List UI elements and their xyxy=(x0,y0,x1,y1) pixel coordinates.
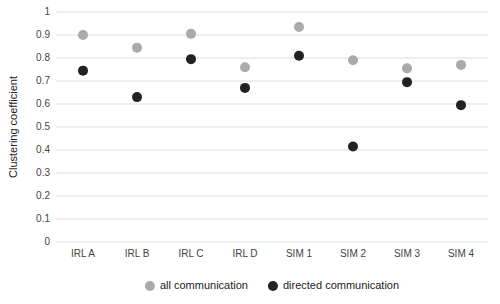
x-tick-label: IRL C xyxy=(178,248,203,259)
chart: 0 0.1 0.2 0.3 0.4 0.5 0.6 0.7 0.8 0.9 1 Clustering … xyxy=(0,0,500,304)
x-tick-label: IRL A xyxy=(71,248,95,259)
point xyxy=(132,92,142,102)
y-tick-label: 1 xyxy=(44,6,50,17)
y-tick-label: 0.5 xyxy=(36,121,50,132)
legend: all communication directed communication xyxy=(145,279,399,291)
x-tick-label: IRL D xyxy=(232,248,257,259)
grid xyxy=(56,12,488,242)
y-tick-label: 0.7 xyxy=(36,75,50,86)
legend-label: directed communication xyxy=(283,279,399,291)
point xyxy=(456,60,466,70)
points xyxy=(78,22,466,152)
point xyxy=(456,100,466,110)
point xyxy=(294,22,304,32)
grid-line xyxy=(56,104,488,105)
point xyxy=(240,62,250,72)
x-tick-label: SIM 3 xyxy=(394,248,421,259)
legend-marker xyxy=(268,281,278,291)
x-tick-label: IRL B xyxy=(125,248,150,259)
y-tick-label: 0.3 xyxy=(36,167,50,178)
grid-line xyxy=(56,127,488,128)
point xyxy=(348,55,358,65)
grid-line xyxy=(56,12,488,13)
y-axis-label: Clustering coefficient xyxy=(7,76,19,178)
grid-line xyxy=(56,150,488,151)
point xyxy=(186,54,196,64)
point xyxy=(186,29,196,39)
legend-item: all communication xyxy=(145,279,248,291)
grid-line xyxy=(56,81,488,82)
grid-line xyxy=(56,58,488,59)
y-tick-label: 0.1 xyxy=(36,213,50,224)
point xyxy=(348,142,358,152)
y-tick-label: 0 xyxy=(44,236,50,247)
background xyxy=(0,0,500,304)
point xyxy=(78,30,88,40)
grid-line xyxy=(56,219,488,220)
legend-marker xyxy=(145,281,155,291)
point xyxy=(402,63,412,73)
y-tick-label: 0.8 xyxy=(36,52,50,63)
legend-item: directed communication xyxy=(268,279,399,291)
x-tick-label: SIM 2 xyxy=(340,248,367,259)
legend-label: all communication xyxy=(160,279,248,291)
grid-line xyxy=(56,242,488,243)
x-tick-label: SIM 1 xyxy=(286,248,313,259)
y-tick-label: 0.9 xyxy=(36,29,50,40)
point xyxy=(294,51,304,61)
y-tick-label: 0.4 xyxy=(36,144,50,155)
point xyxy=(78,66,88,76)
grid-line xyxy=(56,196,488,197)
y-tick-label: 0.2 xyxy=(36,190,50,201)
grid-line xyxy=(56,173,488,174)
y-tick-label: 0.6 xyxy=(36,98,50,109)
point xyxy=(402,77,412,87)
x-tick-label: SIM 4 xyxy=(448,248,475,259)
grid-line xyxy=(56,35,488,36)
point xyxy=(240,83,250,93)
point xyxy=(132,43,142,53)
